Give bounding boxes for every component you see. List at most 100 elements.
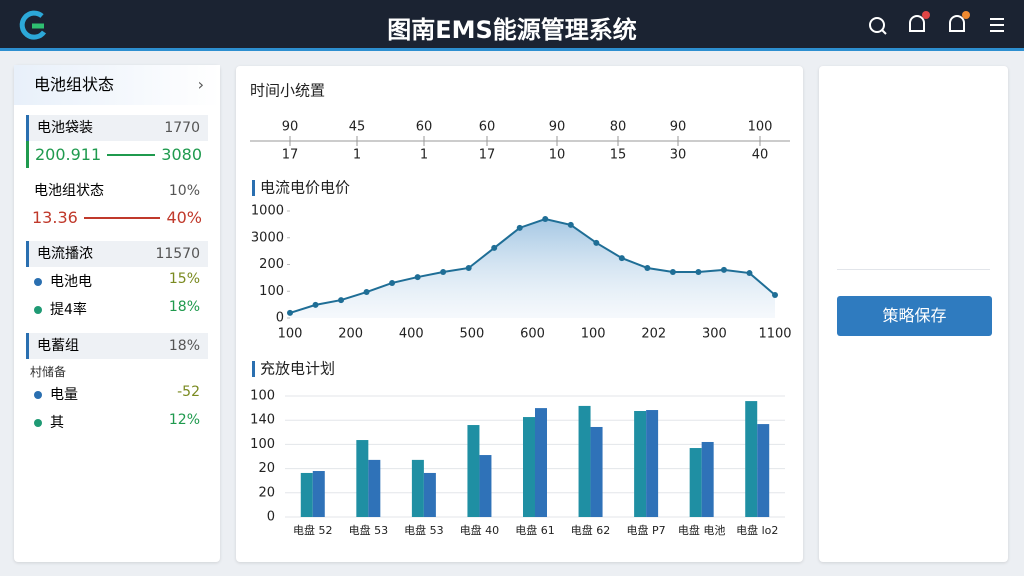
chart-panel: 时间小统置 90 17 45 1 60 1 60 17 90 10 80 15 90 30 100 40 电流电价… bbox=[236, 66, 803, 562]
metric-left: 13.36 bbox=[32, 208, 78, 227]
bar bbox=[411, 459, 424, 517]
item-label-wrap: 提4率 bbox=[34, 299, 87, 319]
bar bbox=[634, 411, 647, 517]
y-tick-label: 100 bbox=[250, 437, 275, 452]
point bbox=[465, 264, 472, 271]
bar bbox=[479, 455, 492, 517]
x-tick-label: 600 bbox=[520, 327, 545, 342]
section-title: 时间小统置 bbox=[250, 82, 325, 100]
timeline-bottom: 1 bbox=[420, 148, 428, 163]
title-accent bbox=[252, 180, 255, 196]
x-tick-label: 电盘 电池 bbox=[678, 523, 726, 537]
y-tick-label: 200 bbox=[259, 257, 284, 272]
dot bbox=[34, 419, 42, 427]
item-label: 其 bbox=[50, 415, 64, 431]
section-header: 电池袋装 1770 bbox=[26, 115, 208, 141]
item-value: 18% bbox=[168, 299, 200, 315]
x-tick-label: 电盘 61 bbox=[515, 523, 555, 537]
section-value: 11570 bbox=[155, 246, 200, 262]
timeline-top: 90 bbox=[670, 120, 687, 135]
item-value: 15% bbox=[168, 271, 200, 287]
section: 电池袋装 1770 200.911 3080 bbox=[26, 115, 208, 168]
y-tick-label: 1000 bbox=[251, 204, 284, 219]
y-tick-label: 0 bbox=[276, 311, 284, 326]
bar bbox=[368, 459, 381, 517]
x-tick-label: 100 bbox=[581, 327, 606, 342]
metric-line bbox=[83, 216, 161, 219]
divider bbox=[837, 269, 990, 270]
x-tick-label: 100 bbox=[278, 327, 303, 342]
point bbox=[363, 289, 370, 296]
sections: 电池袋装 1770 200.911 3080 电池组状态 10% 13.36 40% 电流播浓 1… bbox=[14, 115, 220, 436]
section-value: 1770 bbox=[164, 120, 200, 136]
point bbox=[440, 268, 447, 275]
x-tick-label: 202 bbox=[641, 327, 666, 342]
x-tick-label: 300 bbox=[702, 327, 727, 342]
point bbox=[695, 268, 702, 275]
chevron[interactable]: › bbox=[197, 75, 204, 94]
point bbox=[593, 239, 600, 246]
section: 电流播浓 11570 电池电 15% 提4率 18% bbox=[26, 241, 208, 323]
bar bbox=[423, 472, 436, 517]
x-tick-label: 电盘 62 bbox=[571, 523, 611, 537]
item-row: 电池电 15% bbox=[26, 267, 208, 295]
x-tick-label: 电盘 53 bbox=[404, 523, 444, 537]
timeline-top: 60 bbox=[479, 120, 496, 135]
timeline-top: 45 bbox=[349, 120, 366, 135]
metric-right: 3080 bbox=[161, 145, 202, 164]
point bbox=[516, 224, 523, 231]
panel-title-text: 电池组状态 bbox=[34, 75, 115, 94]
header: 图南EMS能源管理系统 bbox=[0, 0, 1024, 51]
y-tick-label: 20 bbox=[258, 485, 275, 500]
point bbox=[414, 274, 421, 281]
bar bbox=[578, 405, 591, 517]
header-icons bbox=[869, 11, 1004, 35]
timeline-bottom: 17 bbox=[282, 148, 299, 163]
dot bbox=[34, 391, 42, 399]
action-panel: 策略保存 bbox=[819, 66, 1008, 562]
point bbox=[746, 270, 753, 277]
x-tick-label: 电盘 53 bbox=[349, 523, 389, 537]
item-label: 电量 bbox=[50, 387, 78, 403]
panel-title: 电池组状态 › bbox=[14, 65, 220, 105]
point bbox=[644, 264, 651, 271]
y-tick-label: 140 bbox=[250, 413, 275, 428]
x-tick-label: 电盘 40 bbox=[460, 523, 500, 537]
section: 电池组状态 10% 13.36 40% bbox=[26, 178, 208, 231]
section-title: 充放电计划 bbox=[260, 360, 335, 378]
point bbox=[287, 309, 293, 316]
timeline-bottom: 1 bbox=[353, 148, 361, 163]
timeline-top: 60 bbox=[416, 120, 433, 135]
point bbox=[389, 279, 396, 286]
timeline-top: 80 bbox=[610, 120, 627, 135]
x-tick-label: 200 bbox=[338, 327, 363, 342]
point bbox=[542, 216, 549, 223]
timeline-bottom: 40 bbox=[752, 148, 769, 163]
dot bbox=[34, 278, 42, 286]
section-value: 18% bbox=[168, 338, 200, 354]
section-label: 电池组状态 bbox=[34, 183, 104, 199]
x-tick-label: 电盘 52 bbox=[293, 523, 333, 537]
charts: 时间小统置 90 17 45 1 60 1 60 17 90 10 80 15 90 30 100 40 电流电价… bbox=[250, 82, 792, 537]
item-label-wrap: 其 bbox=[34, 412, 64, 432]
point bbox=[772, 291, 778, 298]
bar bbox=[300, 472, 313, 517]
x-tick-label: 400 bbox=[399, 327, 424, 342]
y-tick-label: 0 bbox=[267, 510, 275, 525]
metric-left: 200.911 bbox=[35, 145, 102, 164]
item-row: 提4率 18% bbox=[26, 295, 208, 323]
item-label: 电池电 bbox=[50, 274, 92, 290]
timeline-bottom: 15 bbox=[610, 148, 627, 163]
bar bbox=[590, 426, 603, 517]
bar bbox=[356, 440, 369, 517]
y-tick-label: 100 bbox=[250, 389, 275, 404]
save-strategy-button[interactable]: 策略保存 bbox=[837, 296, 992, 336]
timeline-top: 90 bbox=[282, 120, 299, 135]
point bbox=[669, 268, 676, 275]
timeline-top: 100 bbox=[748, 120, 773, 135]
bar bbox=[745, 401, 758, 517]
metric-row: 200.911 3080 bbox=[26, 141, 208, 168]
timeline-bottom: 10 bbox=[549, 148, 566, 163]
y-tick-label: 20 bbox=[258, 461, 275, 476]
